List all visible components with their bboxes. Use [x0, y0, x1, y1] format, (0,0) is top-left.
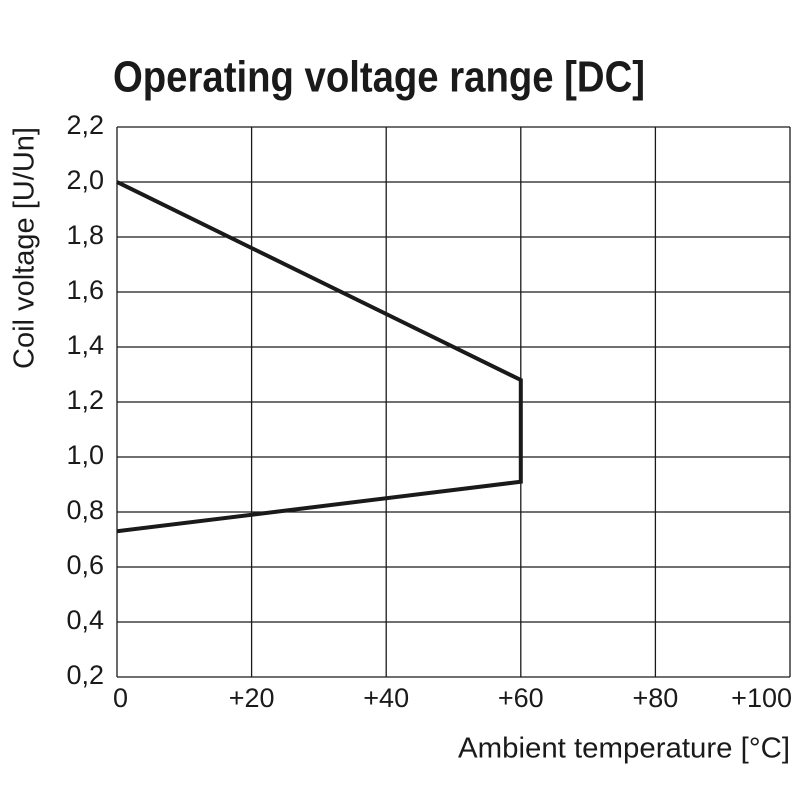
y-tick-label: 1,8 [66, 220, 104, 250]
data-line [116, 180, 523, 534]
y-tick-label: 2,0 [66, 165, 104, 195]
x-tick-label: +60 [498, 683, 544, 713]
y-tick-label: 2,2 [66, 110, 104, 140]
y-tick-label: 1,6 [66, 275, 104, 305]
x-tick-label: +20 [229, 683, 275, 713]
y-tick-label: 0,8 [66, 495, 104, 525]
x-tick-label: +80 [632, 683, 678, 713]
y-axis-label: Coil voltage [U/Un] [9, 127, 41, 369]
y-tick-label: 1,0 [66, 440, 104, 470]
y-tick-label: 0,4 [66, 605, 104, 635]
y-tick-label: 1,4 [66, 330, 104, 360]
x-tick-label: +100 [731, 683, 792, 713]
y-tick-label: 0,2 [66, 660, 104, 690]
x-tick-label: +40 [363, 683, 409, 713]
y-tick-label: 0,6 [66, 550, 104, 580]
x-tick-label: 0 [113, 683, 128, 713]
chart-title: Operating voltage range [DC] [113, 53, 645, 102]
x-axis-label: Ambient temperature [°C] [458, 733, 790, 765]
y-tick-label: 1,2 [66, 385, 104, 415]
